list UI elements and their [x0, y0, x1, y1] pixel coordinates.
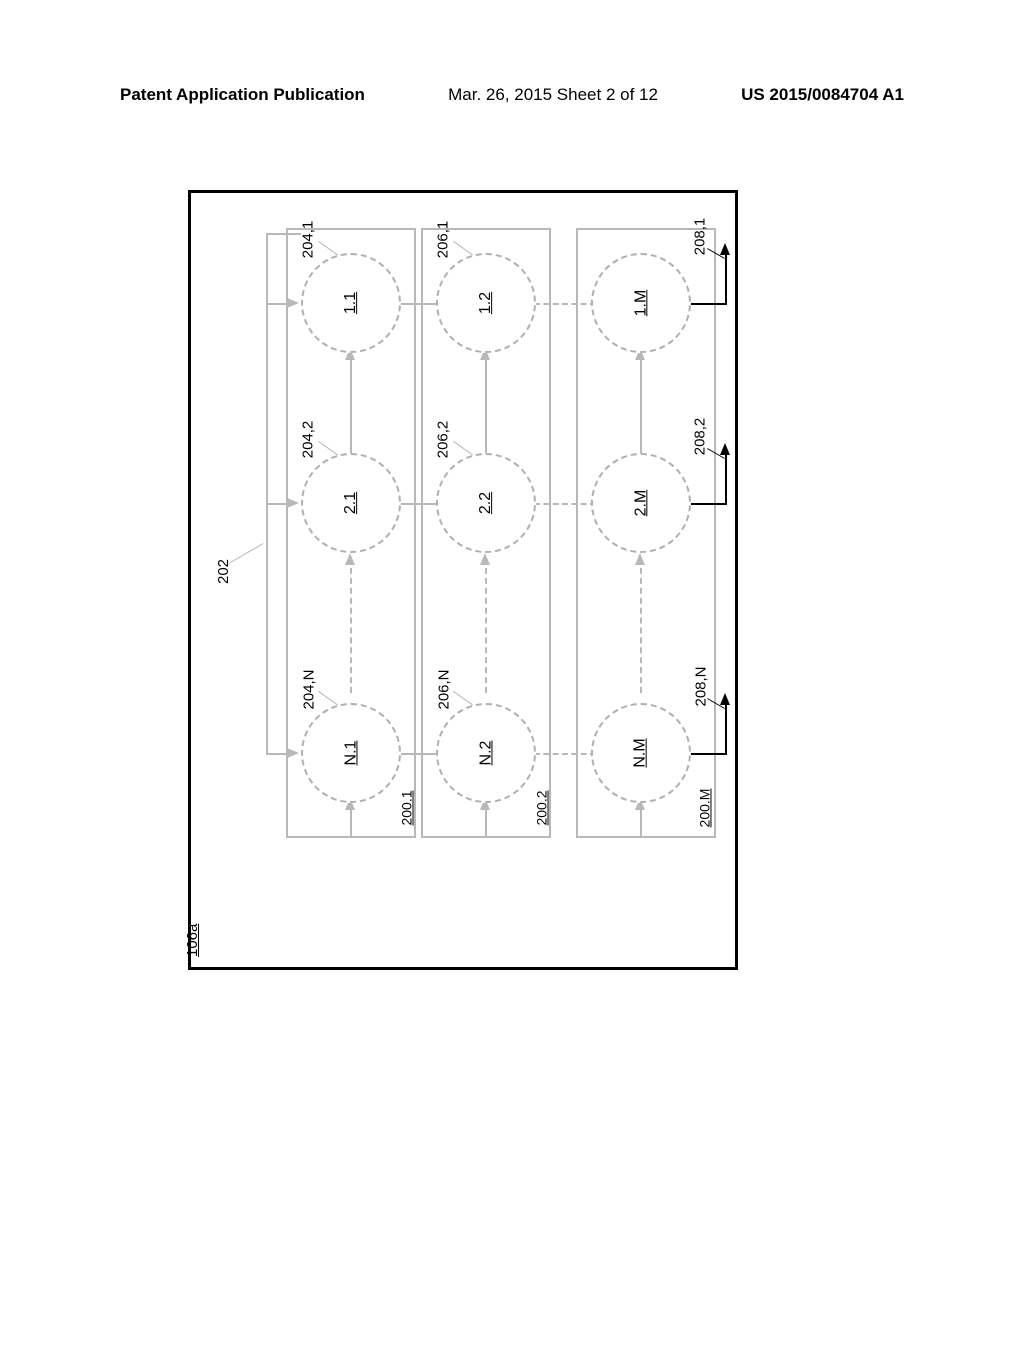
- ref-208-2: 208,2: [691, 418, 708, 456]
- node-1-1-label: 1.1: [342, 292, 360, 314]
- node-1-m: 1.M: [591, 253, 691, 353]
- vfeed-colm: [640, 806, 642, 836]
- v-col2-12: [485, 353, 487, 453]
- ref-208-n: 208,N: [693, 666, 710, 706]
- out-n: [689, 753, 727, 755]
- node-n-2: N.2: [436, 703, 536, 803]
- ref-204-1: 204,1: [299, 221, 316, 259]
- ref-206-2: 206,2: [434, 421, 451, 459]
- vdash-col1-up: [345, 553, 355, 565]
- node-2-m: 2.M: [591, 453, 691, 553]
- node-1-2-label: 1.2: [477, 292, 495, 314]
- node-n-2-label: N.2: [477, 741, 495, 766]
- node-2-1-label: 2.1: [342, 492, 360, 514]
- node-1-1: 1.1: [301, 253, 401, 353]
- vdash-col2: [485, 558, 487, 693]
- h-2-12: [399, 503, 441, 505]
- vdash-col2-up: [480, 553, 490, 565]
- input-trunk: [266, 233, 268, 753]
- h-n-2m: [534, 753, 596, 755]
- figure-box: 106a 202 200.1 200.2 200.M 1.1 1.2 1.M 2…: [188, 190, 738, 970]
- node-1-2: 1.2: [436, 253, 536, 353]
- h-1-12: [399, 303, 441, 305]
- h-2-2m: [534, 503, 596, 505]
- stage-label-2: 200.2: [533, 790, 549, 825]
- vfeed-col2: [485, 806, 487, 836]
- input-arrow-2: [287, 498, 299, 508]
- node-2-2: 2.2: [436, 453, 536, 553]
- ref-206-1: 206,1: [434, 221, 451, 259]
- ref-202: 202: [215, 559, 232, 584]
- vdash-colm: [640, 558, 642, 693]
- out-2-arrow: [720, 443, 730, 455]
- out-1-arrow: [720, 243, 730, 255]
- node-n-1: N.1: [301, 703, 401, 803]
- h-n-12: [399, 753, 441, 755]
- v-col1-12: [350, 353, 352, 453]
- header-right: US 2015/0084704 A1: [741, 85, 904, 105]
- ref-204-n: 204,N: [301, 669, 318, 709]
- node-2-2-label: 2.2: [477, 492, 495, 514]
- out-1v: [725, 253, 727, 305]
- ref-208-1: 208,1: [691, 218, 708, 256]
- out-2: [689, 503, 727, 505]
- page-header: Patent Application Publication Mar. 26, …: [0, 85, 1024, 105]
- node-n-m: N.M: [591, 703, 691, 803]
- figure-label: Fig. 2: [0, 1300, 165, 1370]
- stage-label-m: 200.M: [697, 789, 713, 828]
- node-2-m-label: 2.M: [632, 490, 650, 517]
- node-n-1-label: N.1: [342, 741, 360, 766]
- out-nv: [725, 703, 727, 755]
- input-arrow-1: [287, 298, 299, 308]
- vdash-colm-up: [635, 553, 645, 565]
- stage-label-1: 200.1: [398, 790, 414, 825]
- vfeed-col1: [350, 806, 352, 836]
- vdash-col1: [350, 558, 352, 693]
- page-ref: 106a: [184, 924, 201, 957]
- h-1-2m: [534, 303, 596, 305]
- ref-204-2: 204,2: [299, 421, 316, 459]
- ref-206-n: 206,N: [436, 669, 453, 709]
- header-left: Patent Application Publication: [120, 85, 365, 105]
- out-n-arrow: [720, 693, 730, 705]
- v-colm-12: [640, 353, 642, 453]
- input-arrow-3: [287, 748, 299, 758]
- node-2-1: 2.1: [301, 453, 401, 553]
- node-n-m-label: N.M: [632, 738, 650, 767]
- out-2v: [725, 453, 727, 505]
- out-1: [689, 303, 727, 305]
- header-center: Mar. 26, 2015 Sheet 2 of 12: [448, 85, 658, 105]
- ref-202-leader: [228, 543, 263, 564]
- node-1-m-label: 1.M: [632, 290, 650, 317]
